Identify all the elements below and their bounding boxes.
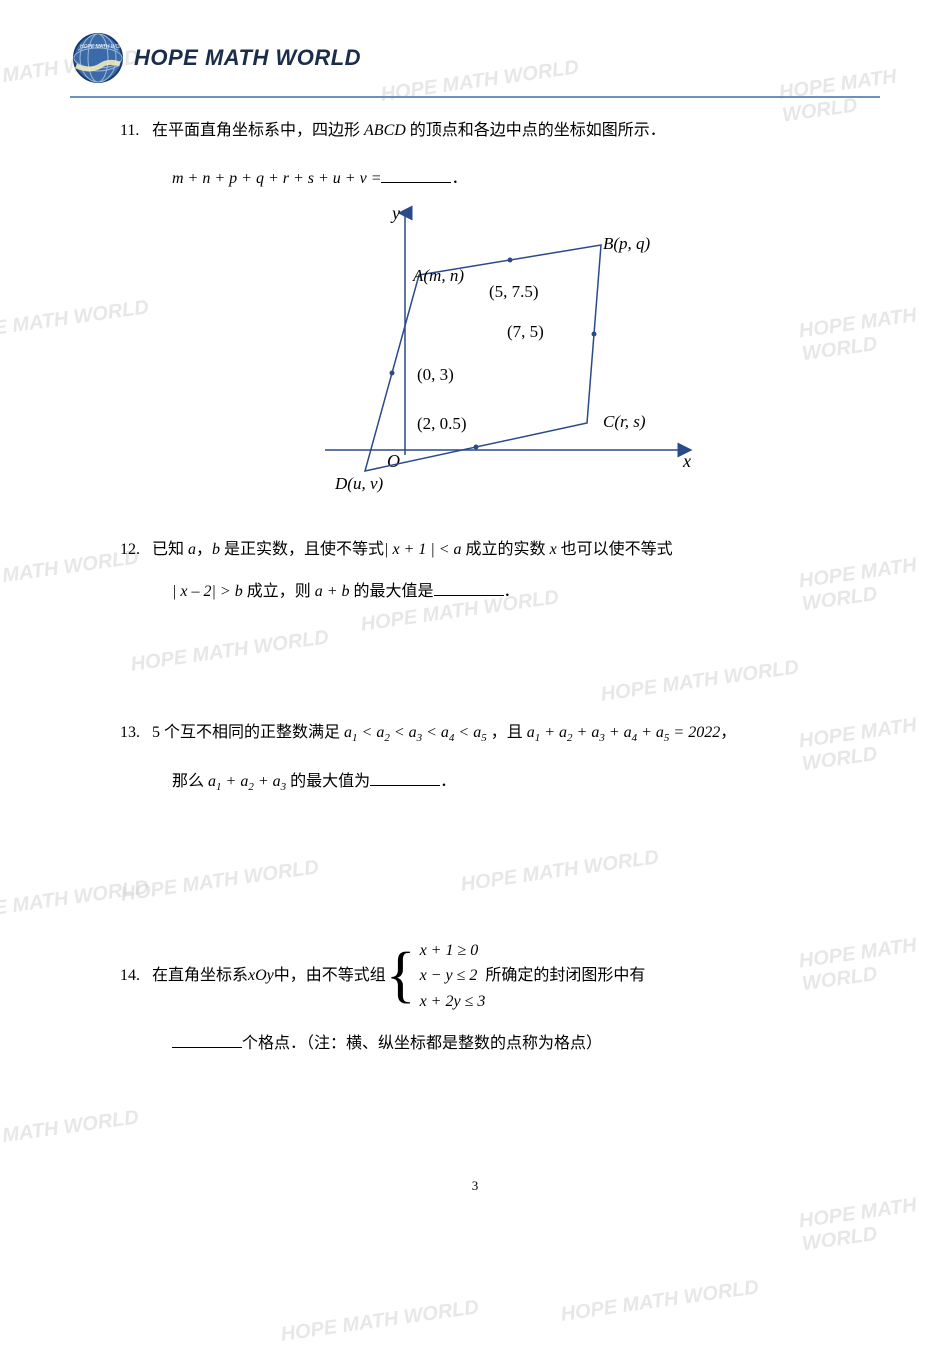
answer-blank — [381, 167, 451, 183]
ineq2: | x – 2| > b — [172, 583, 243, 600]
text: ， — [720, 724, 736, 741]
brand-text: HOPE MATH WORLD — [134, 45, 361, 71]
var-a: a — [188, 541, 196, 558]
answer-blank — [172, 1032, 242, 1048]
watermark-text: HOPE MATH WORLD — [0, 1106, 140, 1157]
text: 也可以使不等式 — [557, 541, 673, 558]
content-area: 11.在平面直角坐标系中，四边形 ABCD 的顶点和各边中点的坐标如图所示． m… — [120, 116, 850, 1099]
sum3: a1 + a2 + a3 — [208, 773, 286, 790]
problem-13: 13.5 个互不相同的正整数满足 a1 < a2 < a3 < a4 < a5 … — [120, 718, 850, 798]
inequality-system: { x + 1 ≥ 0 x − y ≤ 2 x + 2y ≤ 3 — [386, 938, 486, 1015]
page-number: 3 — [0, 1178, 950, 1194]
text: 成立的实数 — [462, 541, 550, 558]
sys-line-2: x − y ≤ 2 — [420, 963, 486, 989]
watermark-text: HOPE MATH WORLD — [279, 1296, 480, 1347]
problem-number: 11. — [120, 116, 152, 146]
problem-12: 12.已知 a，b 是正实数，且使不等式| x + 1 | < a 成立的实数 … — [120, 535, 850, 608]
xoy: xOy — [248, 961, 274, 991]
globe-logo-icon: HOPE MATH WORLD — [70, 30, 126, 86]
sum5: a1 + a2 + a3 + a4 + a5 — [527, 724, 670, 741]
var-x: x — [550, 541, 557, 558]
text: 是正实数，且使不等式 — [220, 541, 384, 558]
text: 的最大值是 — [350, 583, 434, 600]
mid-CD: (2, 0.5) — [417, 414, 467, 433]
eq2022: = 2022 — [669, 724, 720, 741]
origin-label: O — [387, 451, 400, 471]
watermark-text: HOPE MATH WORLD — [559, 1276, 760, 1327]
label-D: D(u, v) — [334, 474, 383, 493]
text: 在直角坐标系 — [152, 961, 248, 991]
text: 的顶点和各边中点的坐标如图所示． — [406, 122, 666, 139]
label-A: A(m, n) — [412, 266, 464, 285]
sys-line-3: x + 2y ≤ 3 — [420, 989, 486, 1015]
watermark-text: HOPE MATH WORLD — [798, 1190, 950, 1256]
answer-blank — [370, 770, 440, 786]
watermark-text: HOPE MATH WORLD — [379, 56, 580, 107]
text: 个格点．（注：横、纵坐标都是整数的点称为格点） — [242, 1035, 602, 1052]
comma: ， — [196, 541, 212, 558]
problem-11: 11.在平面直角坐标系中，四边形 ABCD 的顶点和各边中点的坐标如图所示． m… — [120, 116, 850, 495]
text: 中，由不等式组 — [274, 961, 386, 991]
equation-lhs: m + n + p + q + r + s + u + v = — [172, 170, 381, 187]
period: ． — [451, 170, 467, 187]
label-C: C(r, s) — [603, 412, 646, 431]
mid-BC: (7, 5) — [507, 322, 544, 341]
text: 已知 — [152, 541, 188, 558]
text: 成立，则 — [243, 583, 315, 600]
label-B: B(p, q) — [603, 234, 651, 253]
text: 所确定的封闭图形中有 — [485, 961, 645, 991]
text: 5 个互不相同的正整数满足 — [152, 724, 344, 741]
text: 在平面直角坐标系中，四边形 — [152, 122, 364, 139]
mid-AB: (5, 7.5) — [489, 282, 539, 301]
x-axis-label: x — [682, 451, 691, 471]
y-axis-label: y — [390, 205, 400, 223]
answer-blank — [434, 580, 504, 596]
period: ． — [504, 583, 520, 600]
problem-number: 13. — [120, 718, 152, 748]
period: ． — [440, 773, 456, 790]
coordinate-diagram: y x O A(m, n) B(p, q) C(r, s) D(u, v) (5… — [120, 205, 850, 495]
text: 的最大值为 — [286, 773, 370, 790]
var-b: b — [212, 541, 220, 558]
svg-text:HOPE MATH WORLD: HOPE MATH WORLD — [80, 44, 126, 50]
text: ，且 — [487, 724, 527, 741]
problem-number: 14. — [120, 961, 152, 991]
left-brace-icon: { — [386, 948, 416, 1004]
header-divider — [70, 96, 880, 98]
problem-number: 12. — [120, 535, 152, 565]
var-abcd: ABCD — [364, 122, 406, 139]
problem-14: 14.在直角坐标系 xOy 中，由不等式组 { x + 1 ≥ 0 x − y … — [120, 938, 850, 1059]
sys-line-1: x + 1 ≥ 0 — [420, 938, 486, 964]
a-plus-b: a + b — [315, 583, 350, 600]
text: 那么 — [172, 773, 208, 790]
chain: a1 < a2 < a3 < a4 < a5 — [344, 724, 487, 741]
ineq1: | x + 1 | < a — [384, 541, 462, 558]
mid-AD: (0, 3) — [417, 365, 454, 384]
page-header: HOPE MATH WORLD HOPE MATH WORLD — [70, 30, 361, 86]
